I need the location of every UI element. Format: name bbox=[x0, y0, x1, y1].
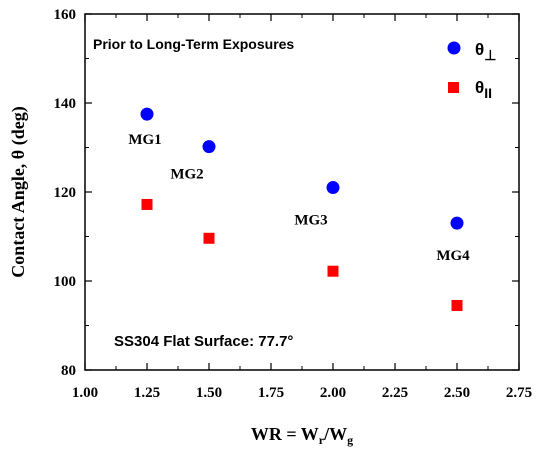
y-tick-label: 100 bbox=[54, 274, 77, 290]
y-tick-label: 140 bbox=[54, 96, 77, 112]
legend-label-theta-parallel: θII bbox=[475, 78, 492, 101]
x-tick-labels: 1.00 1.25 1.50 1.75 2.00 2.25 2.50 2.75 bbox=[72, 385, 532, 401]
data-point-circle bbox=[326, 181, 340, 195]
x-axis-title: WR = Wr/Wg bbox=[251, 424, 353, 447]
x-tick-label: 1.00 bbox=[72, 385, 98, 401]
x-tick-label: 1.50 bbox=[196, 385, 222, 401]
y-tick-label: 120 bbox=[54, 185, 77, 201]
y-tick-label: 160 bbox=[54, 7, 77, 23]
data-marks bbox=[140, 107, 464, 311]
data-point-square bbox=[203, 232, 215, 244]
point-labels: MG1 MG2 MG3 MG4 bbox=[128, 132, 470, 264]
x-tick-label: 1.75 bbox=[258, 385, 284, 401]
annotation-bottom: SS304 Flat Surface: 77.7° bbox=[114, 333, 293, 350]
data-point-circle bbox=[202, 140, 216, 154]
y-tick-labels: 80 100 120 140 160 bbox=[54, 7, 77, 379]
x-tick-label: 2.25 bbox=[382, 385, 408, 401]
point-label: MG2 bbox=[170, 167, 203, 183]
annotation-top: Prior to Long-Term Exposures bbox=[93, 36, 294, 52]
point-label: MG4 bbox=[436, 248, 470, 264]
data-point-circle bbox=[140, 107, 154, 121]
legend: θ⊥ θII bbox=[447, 40, 496, 101]
x-tick-label: 2.50 bbox=[444, 385, 470, 401]
x-tick-label: 2.75 bbox=[506, 385, 532, 401]
point-label: MG1 bbox=[128, 132, 161, 148]
y-axis-title: Contact Angle, θ (deg) bbox=[8, 106, 29, 277]
y-tick-label: 80 bbox=[61, 363, 76, 379]
data-point-square bbox=[451, 299, 463, 311]
axis-ticks bbox=[84, 13, 520, 371]
plot-frame bbox=[84, 13, 520, 371]
data-point-circle bbox=[450, 216, 464, 230]
x-tick-label: 1.25 bbox=[134, 385, 160, 401]
data-point-square bbox=[141, 198, 153, 210]
legend-marker-square bbox=[448, 82, 459, 93]
data-point-square bbox=[327, 265, 339, 277]
legend-label-theta-perp: θ⊥ bbox=[475, 40, 496, 63]
point-label: MG3 bbox=[294, 213, 327, 229]
legend-marker-circle bbox=[447, 41, 461, 55]
x-tick-label: 2.00 bbox=[320, 385, 346, 401]
